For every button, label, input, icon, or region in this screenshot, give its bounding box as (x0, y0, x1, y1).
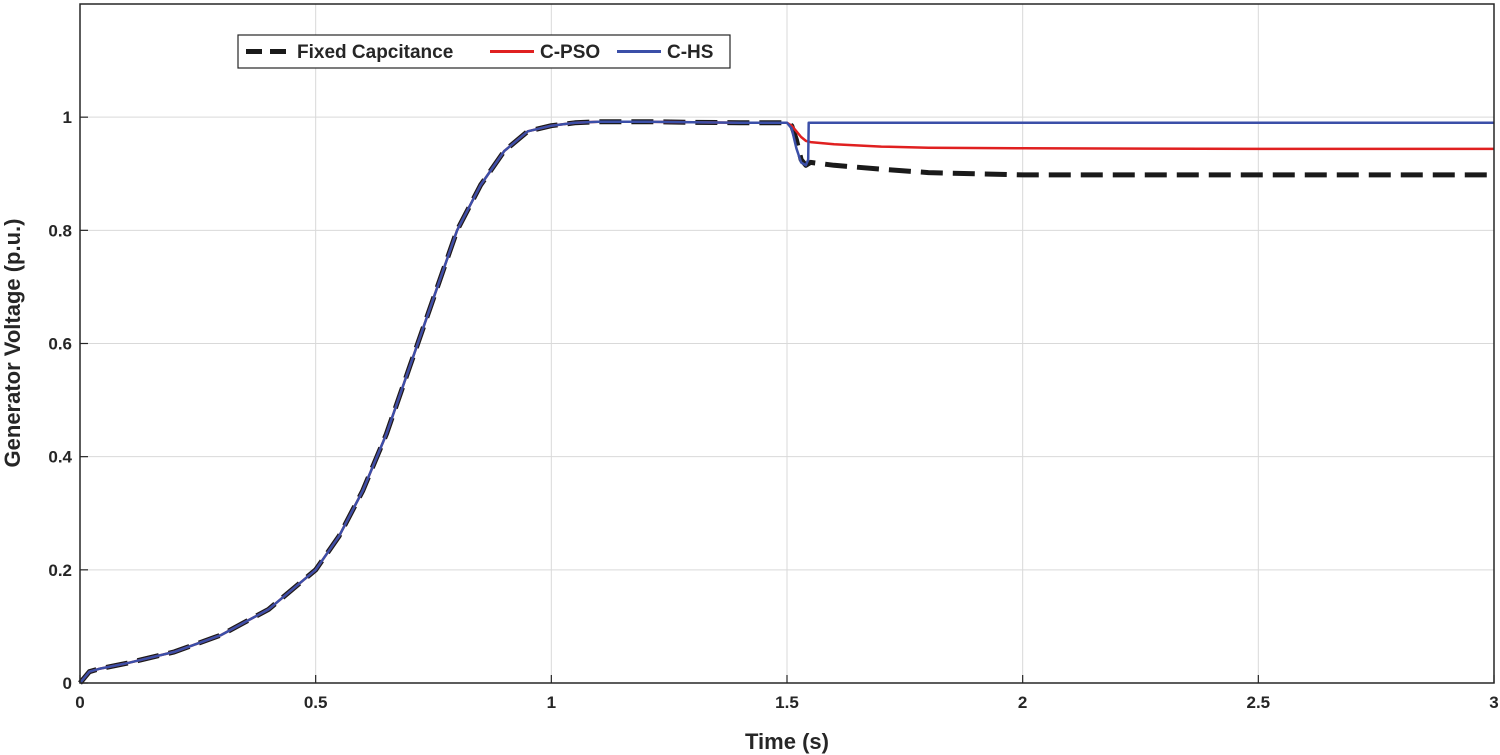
legend-label-c-hs: C-HS (667, 42, 713, 63)
x-tick-label: 2.5 (1247, 693, 1271, 712)
y-axis-label: Generator Voltage (p.u.) (0, 219, 25, 468)
y-tick-label: 0.2 (48, 561, 72, 580)
y-tick-label: 1 (63, 108, 72, 127)
x-tick-label: 1.5 (775, 693, 799, 712)
y-tick-label: 0.6 (48, 335, 72, 354)
x-tick-label: 3 (1489, 693, 1498, 712)
legend: Fixed Capcitance C-PSO C-HS (237, 34, 731, 69)
x-tick-label: 1 (547, 693, 556, 712)
x-tick-label: 0.5 (304, 693, 328, 712)
x-tick-label: 0 (75, 693, 84, 712)
series-line-c-hs (79, 120, 1494, 684)
y-tick-label: 0.4 (48, 448, 72, 467)
y-tick-label: 0.8 (48, 221, 72, 240)
x-axis-label: Time (s) (745, 729, 829, 754)
legend-label-fixed-capcitance: Fixed Capcitance (297, 42, 453, 63)
series-layer (78, 119, 1494, 685)
legend-label-c-pso: C-PSO (540, 42, 600, 63)
legend-box (237, 34, 731, 69)
y-tick-label: 0 (63, 674, 72, 693)
ticks (79, 116, 1495, 684)
tick-labels: 0 0.5 1 1.5 2 2.5 3 0 0.2 0.4 0.6 0.8 1 (48, 108, 1498, 712)
x-tick-label: 2 (1018, 693, 1027, 712)
